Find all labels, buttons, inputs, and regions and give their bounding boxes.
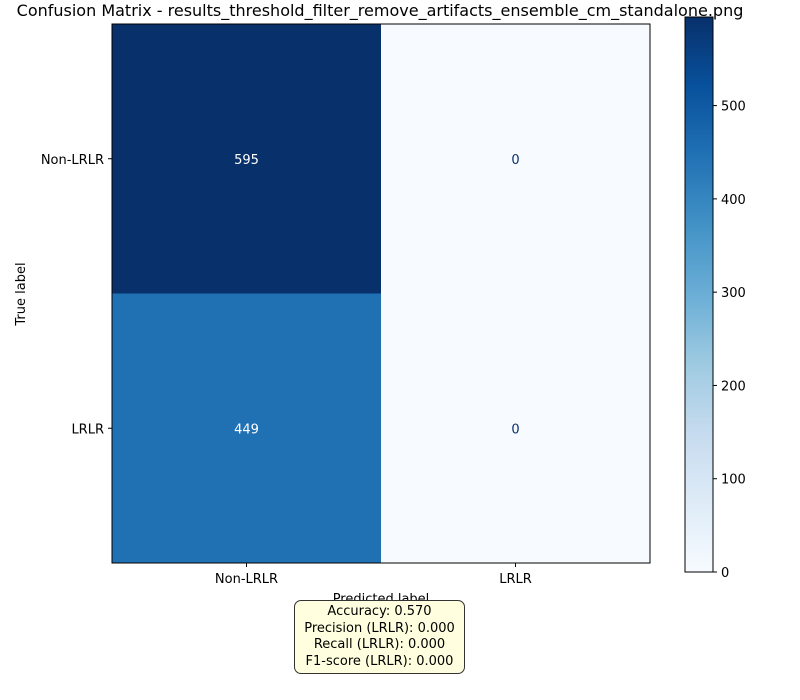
x-tick-label: LRLR bbox=[499, 572, 532, 587]
y-tick-label: LRLR bbox=[71, 422, 104, 437]
heatmap-cell-non-lrlr-lrlr bbox=[381, 24, 650, 294]
metrics-box: Accuracy: 0.570 Precision (LRLR): 0.000 … bbox=[294, 600, 465, 674]
cell-value-label: 449 bbox=[234, 422, 259, 437]
heatmap-cell-lrlr-lrlr bbox=[381, 293, 650, 563]
heatmap-cell-labels: 595 0 449 0 bbox=[234, 153, 520, 438]
y-axis-label: True label bbox=[14, 262, 29, 326]
cell-value-label: 0 bbox=[511, 422, 519, 437]
colorbar-tick-label: 0 bbox=[721, 566, 729, 581]
heatmap-cell-non-lrlr-non-lrlr bbox=[112, 24, 381, 294]
chart-title: Confusion Matrix - results_threshold_fil… bbox=[17, 1, 744, 21]
plot-frame bbox=[111, 23, 651, 564]
colorbar-tick-label: 400 bbox=[721, 193, 746, 208]
cell-value-label: 595 bbox=[234, 153, 259, 168]
precision-metric: Precision (LRLR): 0.000 bbox=[304, 620, 455, 636]
accuracy-metric: Accuracy: 0.570 bbox=[327, 604, 432, 619]
heatmap-cell-lrlr-non-lrlr bbox=[112, 293, 381, 563]
colorbar-tick-label: 100 bbox=[721, 473, 746, 488]
heatmap-cells bbox=[112, 24, 650, 563]
recall-metric: Recall (LRLR): 0.000 bbox=[313, 637, 446, 652]
y-tick-label: Non-LRLR bbox=[41, 153, 104, 168]
x-axis-ticks: Non-LRLR LRLR bbox=[215, 563, 532, 587]
x-tick-label: Non-LRLR bbox=[215, 572, 278, 587]
y-axis-ticks: Non-LRLR LRLR bbox=[41, 153, 112, 437]
colorbar-tick-label: 500 bbox=[721, 100, 746, 115]
cell-value-label: 0 bbox=[511, 153, 519, 168]
colorbar-ticks: 0 100 200 300 400 500 bbox=[713, 100, 746, 581]
colorbar bbox=[684, 16, 714, 573]
colorbar-tick-label: 300 bbox=[721, 286, 746, 301]
f1-metric: F1-score (LRLR): 0.000 bbox=[305, 653, 454, 669]
colorbar-tick-label: 200 bbox=[721, 379, 746, 394]
